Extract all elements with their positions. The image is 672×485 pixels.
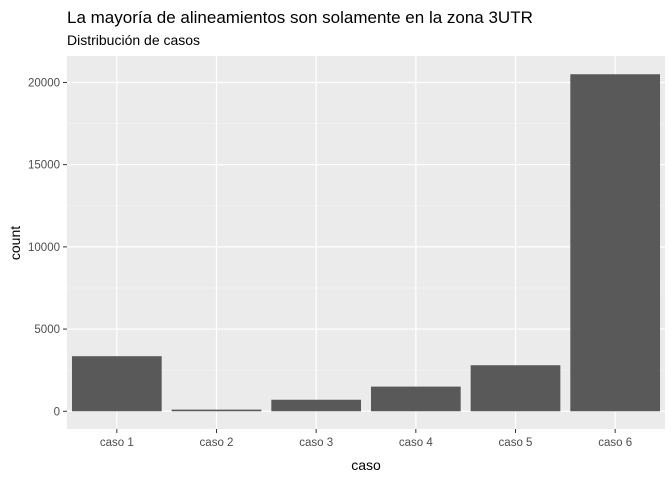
y-tick-label: 10000 — [28, 242, 60, 254]
chart-subtitle: Distribución de casos — [67, 32, 200, 48]
y-axis-title: count — [7, 226, 23, 260]
bar-caso-2 — [171, 409, 262, 412]
y-tick-label: 20000 — [28, 77, 60, 89]
x-tick-label: caso 6 — [598, 437, 632, 449]
x-tick-label: caso 3 — [299, 437, 333, 449]
bars-group — [71, 74, 661, 412]
bar-caso-5 — [470, 365, 561, 412]
y-tick-label: 15000 — [28, 160, 60, 172]
y-axis-ticks: 0 5000 10000 15000 20000 — [28, 77, 67, 418]
x-axis-ticks: caso 1 caso 2 caso 3 caso 4 caso 5 caso 6 — [100, 429, 632, 449]
y-tick-label: 0 — [54, 406, 60, 418]
bar-caso-4 — [370, 386, 461, 412]
plot-panel — [67, 56, 665, 429]
bar-caso-6 — [570, 74, 661, 412]
x-tick-label: caso 1 — [100, 437, 134, 449]
y-tick-label: 5000 — [34, 324, 60, 336]
x-tick-label: caso 2 — [200, 437, 234, 449]
minor-gridlines — [67, 123, 665, 371]
x-tick-label: caso 5 — [499, 437, 533, 449]
bar-caso-3 — [271, 399, 362, 412]
x-axis-title: caso — [351, 457, 381, 473]
chart-title: La mayoría de alineamientos son solament… — [67, 8, 533, 27]
x-tick-label: caso 4 — [399, 437, 433, 449]
bar-caso-1 — [71, 356, 162, 412]
